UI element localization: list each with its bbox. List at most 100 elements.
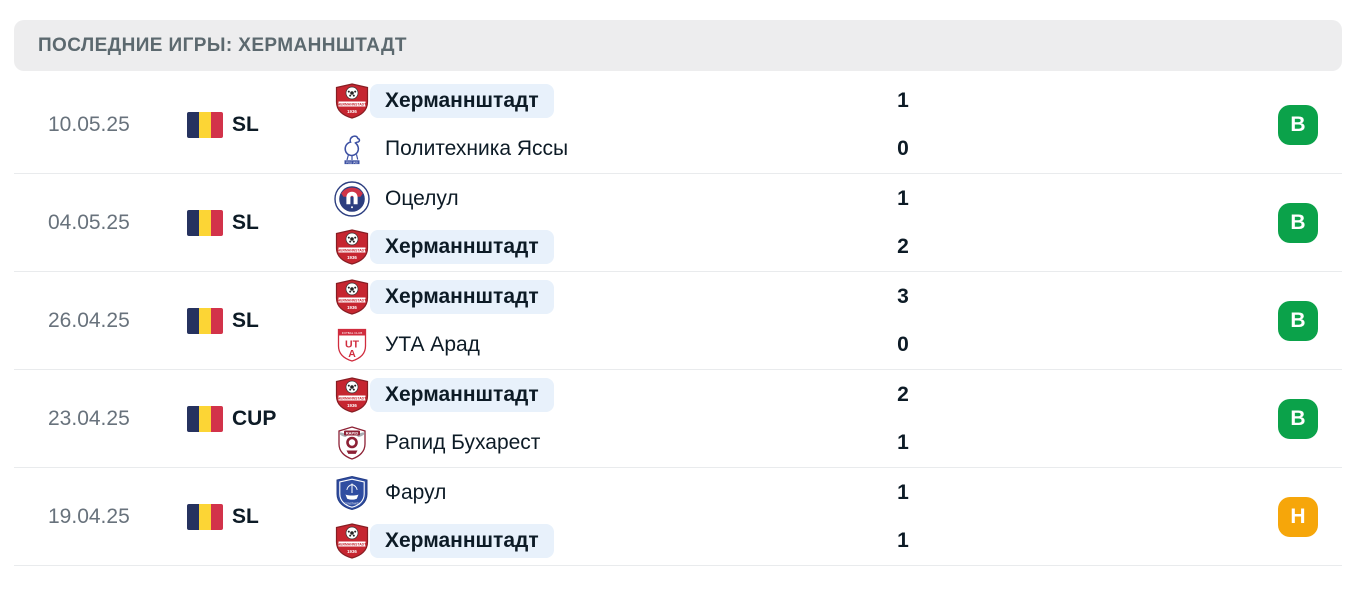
romania-flag-icon bbox=[187, 503, 223, 530]
svg-text:FOTBAL CLUB: FOTBAL CLUB bbox=[342, 331, 362, 335]
score-column: 1 2 bbox=[863, 174, 943, 271]
svg-text:CONSTANTA: CONSTANTA bbox=[344, 501, 360, 505]
match-row[interactable]: 23.04.25 CUP HERMANNSTADT 1936 Херманншта… bbox=[14, 370, 1342, 468]
result-cell: В bbox=[1278, 398, 1318, 439]
result-badge[interactable]: Н bbox=[1278, 496, 1318, 537]
result-badge[interactable]: В bbox=[1278, 104, 1318, 145]
farul-logo: CONSTANTA bbox=[334, 475, 370, 511]
teams: CONSTANTA Фарул HERMANNSTADT 1936 Херманн… bbox=[334, 469, 863, 565]
home-score: 3 bbox=[897, 284, 909, 308]
match-row[interactable]: 10.05.25 SL HERMANNSTADT 1936 Херманнштад… bbox=[14, 76, 1342, 174]
hermannstadt-logo: HERMANNSTADT 1936 bbox=[334, 228, 370, 265]
away-score: 2 bbox=[897, 234, 909, 258]
score-column: 1 0 bbox=[863, 76, 943, 173]
home-team[interactable]: HERMANNSTADT 1936 Херманнштадт bbox=[334, 371, 863, 419]
svg-text:1936: 1936 bbox=[347, 108, 357, 113]
home-team[interactable]: HERMANNSTADT 1936 Херманнштадт bbox=[334, 273, 863, 321]
svg-text:1936: 1936 bbox=[347, 304, 357, 309]
teams: HERMANNSTADT 1936 Херманнштадт RAPID Рапи… bbox=[334, 371, 863, 467]
hermannstadt-logo: HERMANNSTADT 1936 bbox=[334, 522, 370, 559]
away-score: 1 bbox=[897, 528, 909, 552]
home-team-name[interactable]: Оцелул bbox=[385, 186, 459, 210]
away-team[interactable]: HERMANNSTADT 1936 Херманнштадт bbox=[334, 517, 863, 565]
away-team-name[interactable]: Херманнштадт bbox=[370, 229, 554, 264]
teams: HERMANNSTADT 1936 Херманнштадт FOTBAL CLU… bbox=[334, 273, 863, 369]
matches-list: 10.05.25 SL HERMANNSTADT 1936 Херманнштад… bbox=[0, 76, 1356, 566]
result-badge[interactable]: В bbox=[1278, 300, 1318, 341]
match-date: 10.05.25 bbox=[48, 112, 130, 136]
home-score: 1 bbox=[897, 88, 909, 112]
svg-text:RAPID: RAPID bbox=[346, 430, 359, 435]
competition-label: SL bbox=[232, 308, 259, 332]
home-team-name[interactable]: Херманнштадт bbox=[370, 279, 554, 314]
home-team[interactable]: Оцелул bbox=[334, 175, 863, 223]
romania-flag-icon bbox=[187, 209, 223, 236]
home-team-name[interactable]: Херманнштадт bbox=[370, 377, 554, 412]
section-title: ПОСЛЕДНИЕ ИГРЫ: ХЕРМАННШТАДТ bbox=[38, 34, 407, 56]
home-team[interactable]: HERMANNSTADT 1936 Херманнштадт bbox=[334, 77, 863, 125]
svg-text:1936: 1936 bbox=[347, 548, 357, 553]
svg-text:1936: 1936 bbox=[347, 254, 357, 259]
match-date: 26.04.25 bbox=[48, 308, 130, 332]
competition: SL bbox=[187, 307, 334, 334]
score-column: 1 1 bbox=[863, 468, 943, 565]
competition: SL bbox=[187, 209, 334, 236]
competition-label: CUP bbox=[232, 406, 277, 430]
svg-text:POLI IASI: POLI IASI bbox=[346, 160, 358, 164]
match-row[interactable]: 19.04.25 SL CONSTANTA Фарул HERMANNSTADT… bbox=[14, 468, 1342, 566]
uta-arad-logo: FOTBAL CLUB UT A bbox=[334, 327, 370, 363]
home-score: 1 bbox=[897, 186, 909, 210]
away-team-name[interactable]: Политехника Яссы bbox=[385, 136, 569, 160]
competition-label: SL bbox=[232, 112, 259, 136]
svg-text:1936: 1936 bbox=[347, 402, 357, 407]
hermannstadt-logo: HERMANNSTADT 1936 bbox=[334, 376, 370, 413]
otelul-logo bbox=[334, 180, 370, 217]
hermannstadt-logo: HERMANNSTADT 1936 bbox=[334, 82, 370, 119]
away-team-name[interactable]: УТА Арад bbox=[385, 332, 480, 356]
home-score: 2 bbox=[897, 382, 909, 406]
result-cell: Н bbox=[1278, 496, 1318, 537]
away-team[interactable]: HERMANNSTADT 1936 Херманнштадт bbox=[334, 223, 863, 271]
romania-flag-icon bbox=[187, 405, 223, 432]
svg-text:HERMANNSTADT: HERMANNSTADT bbox=[338, 102, 367, 106]
away-score: 0 bbox=[897, 136, 909, 160]
competition: SL bbox=[187, 111, 334, 138]
away-team-name[interactable]: Рапид Бухарест bbox=[385, 430, 541, 454]
result-cell: В bbox=[1278, 300, 1318, 341]
competition-label: SL bbox=[232, 210, 259, 234]
score-column: 2 1 bbox=[863, 370, 943, 467]
competition: SL bbox=[187, 503, 334, 530]
rapid-bucharest-logo: RAPID bbox=[334, 425, 370, 461]
match-row[interactable]: 04.05.25 SL Оцелул HERMANNSTADT 1936 Херм… bbox=[14, 174, 1342, 272]
away-team[interactable]: FOTBAL CLUB UT A УТА Арад bbox=[334, 321, 863, 369]
romania-flag-icon bbox=[187, 307, 223, 334]
svg-text:HERMANNSTADT: HERMANNSTADT bbox=[338, 248, 367, 252]
teams: Оцелул HERMANNSTADT 1936 Херманнштадт bbox=[334, 175, 863, 271]
match-date: 19.04.25 bbox=[48, 504, 130, 528]
svg-text:A: A bbox=[348, 348, 356, 360]
home-team-name[interactable]: Фарул bbox=[385, 480, 447, 504]
match-date: 23.04.25 bbox=[48, 406, 130, 430]
result-badge[interactable]: В bbox=[1278, 202, 1318, 243]
match-row[interactable]: 26.04.25 SL HERMANNSTADT 1936 Херманнштад… bbox=[14, 272, 1342, 370]
away-team[interactable]: POLI IASI Политехника Яссы bbox=[334, 125, 863, 173]
svg-text:HERMANNSTADT: HERMANNSTADT bbox=[338, 298, 367, 302]
score-column: 3 0 bbox=[863, 272, 943, 369]
home-team[interactable]: CONSTANTA Фарул bbox=[334, 469, 863, 517]
competition-label: SL bbox=[232, 504, 259, 528]
result-badge[interactable]: В bbox=[1278, 398, 1318, 439]
away-team-name[interactable]: Херманнштадт bbox=[370, 523, 554, 558]
competition: CUP bbox=[187, 405, 334, 432]
hermannstadt-logo: HERMANNSTADT 1936 bbox=[334, 278, 370, 315]
svg-text:UT: UT bbox=[345, 338, 360, 350]
result-cell: В bbox=[1278, 104, 1318, 145]
home-team-name[interactable]: Херманнштадт bbox=[370, 83, 554, 118]
away-score: 0 bbox=[897, 332, 909, 356]
home-score: 1 bbox=[897, 480, 909, 504]
teams: HERMANNSTADT 1936 Херманнштадт POLI IASI … bbox=[334, 77, 863, 173]
away-score: 1 bbox=[897, 430, 909, 454]
away-team[interactable]: RAPID Рапид Бухарест bbox=[334, 419, 863, 467]
section-header: ПОСЛЕДНИЕ ИГРЫ: ХЕРМАННШТАДТ bbox=[14, 20, 1342, 71]
poli-iasi-logo: POLI IASI bbox=[334, 131, 370, 167]
romania-flag-icon bbox=[187, 111, 223, 138]
